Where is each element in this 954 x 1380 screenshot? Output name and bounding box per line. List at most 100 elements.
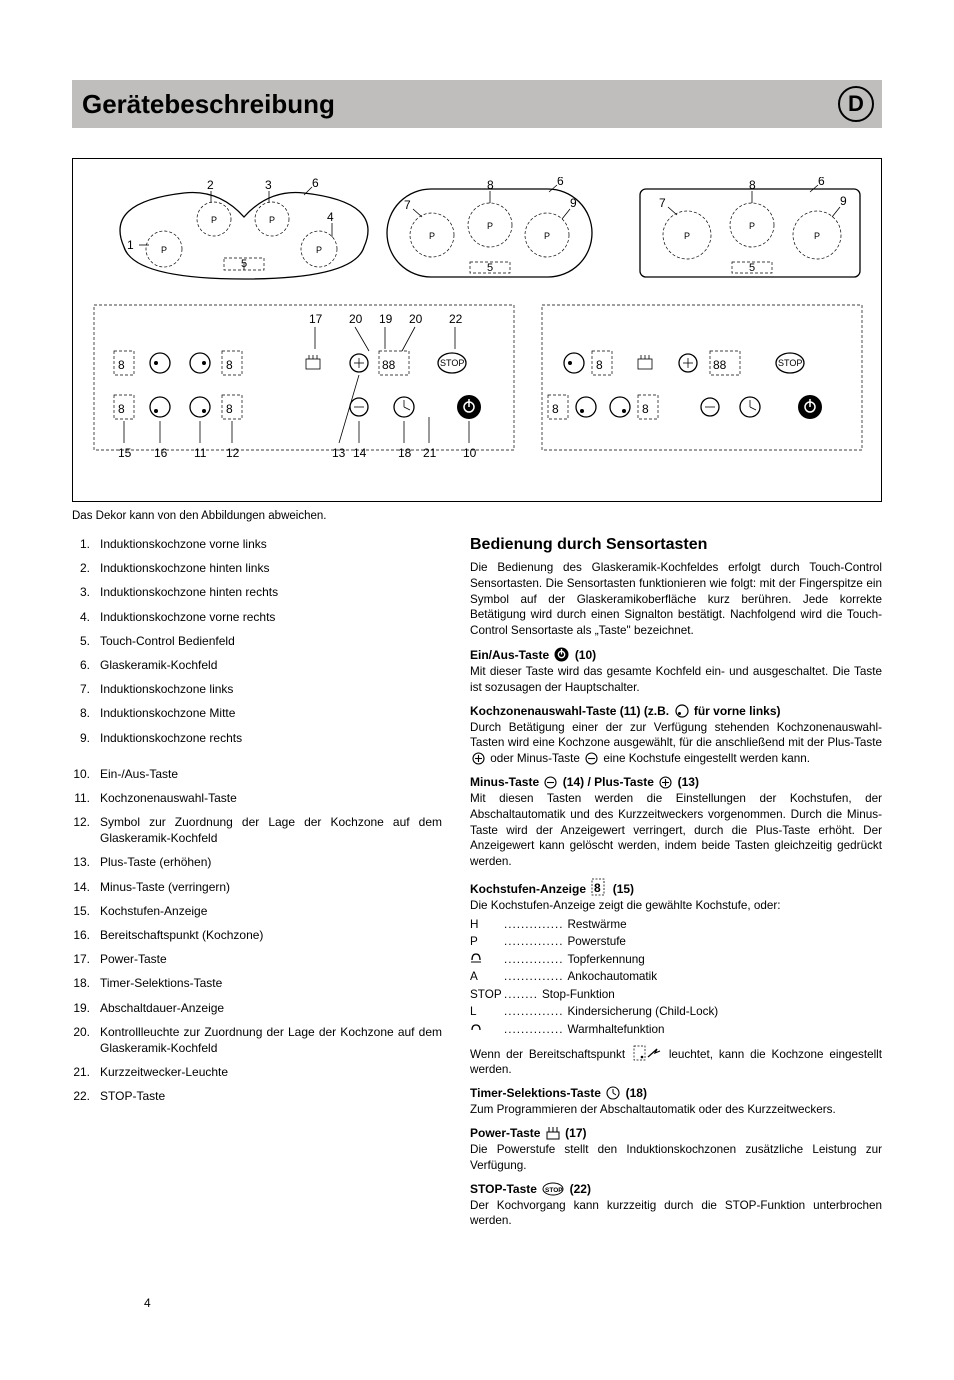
legend-list-controls: 10.Ein-/Aus-Taste 11.Kochzonenauswahl-Tas… (72, 766, 442, 1105)
title-bar: Gerätebeschreibung D (72, 80, 882, 128)
onoff-heading: Ein/Aus-Taste (10) (470, 647, 882, 662)
timer-paragraph: Zum Programmieren der Abschaltautomatik … (470, 1102, 882, 1118)
svg-text:3: 3 (265, 178, 272, 192)
onoff-paragraph: Mit dieser Taste wird das gesamte Kochfe… (470, 664, 882, 696)
intro-paragraph: Die Bedienung des Glaskeramik-Kochfeldes… (470, 560, 882, 639)
svg-text:88: 88 (713, 358, 727, 372)
svg-text:22: 22 (449, 312, 463, 326)
stop-heading: STOP-Taste STOP (22) (470, 1182, 882, 1196)
zone-select-icon (675, 704, 689, 718)
svg-text:8: 8 (552, 402, 559, 416)
svg-text:8: 8 (596, 358, 603, 372)
legend-item: 17.Power-Taste (72, 951, 442, 967)
svg-text:STOP: STOP (778, 358, 802, 368)
level-display-paragraph: Die Kochstufen-Anzeige zeigt die gewählt… (470, 898, 882, 914)
svg-text:P: P (161, 245, 167, 255)
stop-icon: STOP (542, 1182, 564, 1196)
svg-text:10: 10 (463, 446, 477, 460)
svg-text:STOP: STOP (545, 1187, 563, 1194)
pot-power-icon (546, 1126, 560, 1140)
power-icon (554, 647, 569, 662)
legend-item: 18.Timer-Selektions-Taste (72, 975, 442, 991)
svg-text:STOP: STOP (440, 358, 464, 368)
svg-text:P: P (814, 231, 820, 241)
language-badge: D (838, 86, 874, 122)
legend-item: 15.Kochstufen-Anzeige (72, 903, 442, 919)
legend-item: 11.Kochzonenauswahl-Taste (72, 790, 442, 806)
svg-text:8: 8 (642, 402, 649, 416)
legend-item: 5.Touch-Control Bedienfeld (72, 633, 442, 649)
legend-item: 6.Glaskeramik-Kochfeld (72, 657, 442, 673)
symbol-row: H..............Restwärme (470, 916, 882, 934)
diagram-caption: Das Dekor kann von den Abbildungen abwei… (72, 510, 882, 522)
svg-text:12: 12 (226, 446, 240, 460)
svg-text:9: 9 (840, 194, 847, 208)
legend-item: 13.Plus-Taste (erhöhen) (72, 854, 442, 870)
svg-text:4: 4 (327, 210, 334, 224)
symbol-row: ..............Topferkennung (470, 951, 882, 969)
svg-text:5: 5 (749, 262, 755, 274)
timer-heading: Timer-Selektions-Taste (18) (470, 1086, 882, 1100)
svg-text:P: P (269, 215, 275, 225)
svg-text:6: 6 (312, 177, 319, 190)
svg-text:5: 5 (487, 262, 493, 274)
legend-item: 22.STOP-Taste (72, 1088, 442, 1104)
level-display-heading: Kochstufen-Anzeige 8 (15) (470, 878, 882, 896)
section-heading: Bedienung durch Sensortasten (470, 536, 882, 554)
svg-text:11: 11 (194, 446, 207, 460)
legend-list-zones: 1.Induktionskochzone vorne links 2.Indukt… (72, 536, 442, 746)
svg-text:P: P (316, 245, 322, 255)
svg-text:17: 17 (309, 312, 323, 326)
svg-text:8: 8 (226, 402, 233, 416)
svg-text:88: 88 (382, 358, 396, 372)
svg-text:6: 6 (557, 177, 564, 188)
legend-item: 10.Ein-/Aus-Taste (72, 766, 442, 782)
description-column: Bedienung durch Sensortasten Die Bedienu… (470, 536, 882, 1237)
ready-dot-paragraph: Wenn der Bereitschaftspunkt leuchtet, ka… (470, 1045, 882, 1079)
symbol-row: STOP........Stop-Funktion (470, 986, 882, 1004)
legend-item: 21.Kurzzeitwecker-Leuchte (72, 1064, 442, 1080)
svg-text:8: 8 (118, 358, 125, 372)
svg-text:P: P (211, 215, 217, 225)
svg-text:P: P (429, 231, 435, 241)
legend-item: 1.Induktionskochzone vorne links (72, 536, 442, 552)
legend-item: 2.Induktionskochzone hinten links (72, 560, 442, 576)
zone-select-heading: Kochzonenauswahl-Taste (11) (z.B. für vo… (470, 704, 882, 718)
svg-text:20: 20 (409, 312, 423, 326)
svg-text:18: 18 (398, 446, 412, 460)
plus-icon (472, 752, 485, 765)
svg-text:8: 8 (749, 178, 756, 192)
svg-text:14: 14 (353, 446, 367, 460)
svg-text:21: 21 (423, 446, 437, 460)
device-diagram: .thin{stroke:#000;stroke-width:0.8;fill:… (72, 158, 882, 502)
minus-icon (585, 752, 598, 765)
page-title: Gerätebeschreibung (82, 89, 335, 120)
svg-text:16: 16 (154, 446, 168, 460)
plus-icon (659, 776, 672, 789)
svg-text:1: 1 (127, 238, 134, 252)
minus-icon (544, 776, 557, 789)
svg-text:8: 8 (226, 358, 233, 372)
ready-dot-icon (633, 1045, 661, 1061)
legend-item: 19.Abschaltdauer-Anzeige (72, 1000, 442, 1016)
svg-text:13: 13 (332, 446, 346, 460)
power-heading: Power-Taste (17) (470, 1126, 882, 1140)
svg-text:P: P (684, 231, 690, 241)
symbol-row: A..............Ankochautomatik (470, 968, 882, 986)
symbol-row: P..............Powerstufe (470, 933, 882, 951)
plusminus-heading: Minus-Taste (14) / Plus-Taste (13) (470, 775, 882, 789)
stop-paragraph: Der Kochvorgang kann kurzzeitig durch di… (470, 1198, 882, 1230)
plusminus-paragraph: Mit diesen Tasten werden die Einstellung… (470, 791, 882, 870)
svg-text:15: 15 (118, 446, 132, 460)
legend-item: 8.Induktionskochzone Mitte (72, 705, 442, 721)
power-paragraph: Die Powerstufe stellt den Induktionskoch… (470, 1142, 882, 1174)
page-number: 4 (144, 1296, 151, 1310)
svg-text:19: 19 (379, 312, 393, 326)
zone-select-paragraph: Durch Betätigung einer der zur Verfügung… (470, 720, 882, 767)
legend-item: 16.Bereitschaftspunkt (Kochzone) (72, 927, 442, 943)
legend-item: 9.Induktionskochzone rechts (72, 730, 442, 746)
symbol-row: L..............Kindersicherung (Child-Lo… (470, 1003, 882, 1021)
legend-item: 4.Induktionskochzone vorne rechts (72, 609, 442, 625)
legend-column: 1.Induktionskochzone vorne links 2.Indukt… (72, 536, 442, 1113)
svg-text:P: P (749, 221, 755, 231)
